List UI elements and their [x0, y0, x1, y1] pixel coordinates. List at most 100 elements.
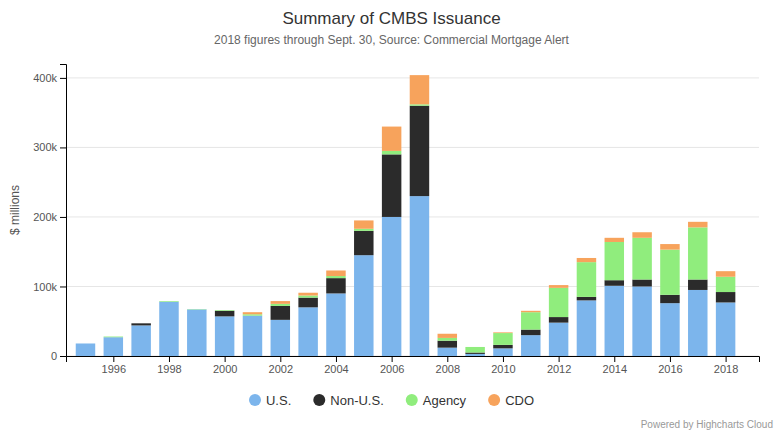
- x-tick-mark: [670, 356, 671, 362]
- legend-item: Agency: [406, 393, 467, 408]
- bar: [326, 293, 345, 356]
- x-tick-mark: [503, 356, 504, 362]
- bar: [577, 258, 596, 262]
- y-axis: 0100k200k300k400k: [33, 65, 66, 363]
- x-tick: 1998: [157, 356, 181, 375]
- x-tick-label: 2012: [547, 363, 571, 375]
- x-tick-mark: [614, 356, 615, 362]
- bar: [131, 323, 150, 324]
- bar: [298, 307, 317, 356]
- bar: [243, 315, 262, 316]
- bar: [521, 330, 540, 336]
- bar: [549, 323, 568, 356]
- bar: [104, 337, 123, 356]
- bar: [493, 332, 512, 334]
- y-tick: 0: [51, 350, 66, 362]
- y-tick-label: 0: [51, 350, 57, 362]
- bar: [76, 343, 95, 344]
- bar: [187, 309, 206, 310]
- bar: [438, 334, 457, 338]
- legend-item: U.S.: [249, 393, 291, 408]
- bar: [131, 323, 150, 325]
- x-tick-label: 1998: [157, 363, 181, 375]
- bar: [382, 127, 401, 151]
- bar: [549, 285, 568, 288]
- x-tick-label: 1996: [102, 363, 126, 375]
- bar: [159, 301, 178, 302]
- x-tick: 2008: [436, 356, 460, 375]
- bar: [76, 343, 95, 344]
- bar: [632, 286, 651, 356]
- bar: [271, 320, 290, 356]
- bar: [354, 255, 373, 356]
- chart: Summary of CMBS Issuance 2018 figures thr…: [0, 0, 783, 434]
- bar: [577, 262, 596, 297]
- legend-item: CDO: [488, 393, 534, 408]
- title: Summary of CMBS Issuance: [282, 9, 500, 28]
- x-tick-label: 2010: [491, 363, 515, 375]
- x-tick-mark: [280, 356, 281, 362]
- y-tick: 300k: [33, 141, 66, 153]
- bar: [716, 292, 735, 302]
- subtitle: 2018 figures through Sept. 30, Source: C…: [214, 33, 570, 47]
- bar: [104, 336, 123, 337]
- legend-label: CDO: [505, 393, 534, 408]
- bar: [410, 75, 429, 104]
- x-tick: 2018: [714, 356, 738, 375]
- bar: [605, 238, 624, 242]
- x-tick: 2004: [324, 356, 348, 375]
- annotation: Powered by Highcharts Cloud: [641, 419, 773, 430]
- bar: [159, 302, 178, 356]
- x-tick-label: 2018: [714, 363, 738, 375]
- x-tick-mark: [726, 356, 727, 362]
- bar: [215, 310, 234, 311]
- bar: [298, 293, 317, 296]
- bar: [271, 301, 290, 304]
- x-tick-mark: [113, 356, 114, 362]
- bar: [243, 314, 262, 315]
- x-tick-label: 2000: [213, 363, 237, 375]
- grid: [66, 78, 759, 356]
- x-tick: 2000: [213, 356, 237, 375]
- bar: [104, 336, 123, 338]
- y-tick-mark: [60, 217, 66, 218]
- x-tick: 2014: [603, 356, 627, 375]
- bar: [215, 316, 234, 356]
- y-tick-mark: [60, 356, 66, 357]
- y-tick-mark: [60, 286, 66, 287]
- bar: [438, 341, 457, 348]
- x-axis: 1996199820002002200420062008201020122014…: [67, 356, 760, 375]
- bar: [716, 271, 735, 277]
- bar: [660, 250, 679, 295]
- bar: [131, 323, 150, 324]
- series: [76, 196, 736, 356]
- y-tick-label: 200k: [33, 211, 57, 223]
- bar: [410, 104, 429, 105]
- bar: [76, 343, 95, 356]
- bar: [382, 217, 401, 356]
- x-tick: 2002: [269, 356, 293, 375]
- x-tick-label: 2004: [324, 363, 348, 375]
- bar: [187, 309, 206, 310]
- y-tick-label: 300k: [33, 141, 57, 153]
- legend-item: Non-U.S.: [313, 393, 383, 408]
- x-axis-line: [67, 357, 760, 363]
- bar: [354, 220, 373, 228]
- bar: [76, 343, 95, 344]
- bar: [688, 227, 707, 279]
- bar: [326, 278, 345, 293]
- bar: [632, 238, 651, 280]
- bar: [465, 347, 484, 353]
- x-tick-label: 2014: [603, 363, 627, 375]
- bar: [159, 301, 178, 302]
- x-tick: 2012: [547, 356, 571, 375]
- bar: [187, 309, 206, 310]
- bar: [549, 317, 568, 323]
- bar: [465, 354, 484, 356]
- bar: [577, 300, 596, 356]
- y-tick: 200k: [33, 211, 66, 223]
- bar: [521, 335, 540, 356]
- bar: [605, 242, 624, 280]
- bar: [215, 311, 234, 317]
- y-axis-title: $ millions: [8, 185, 22, 235]
